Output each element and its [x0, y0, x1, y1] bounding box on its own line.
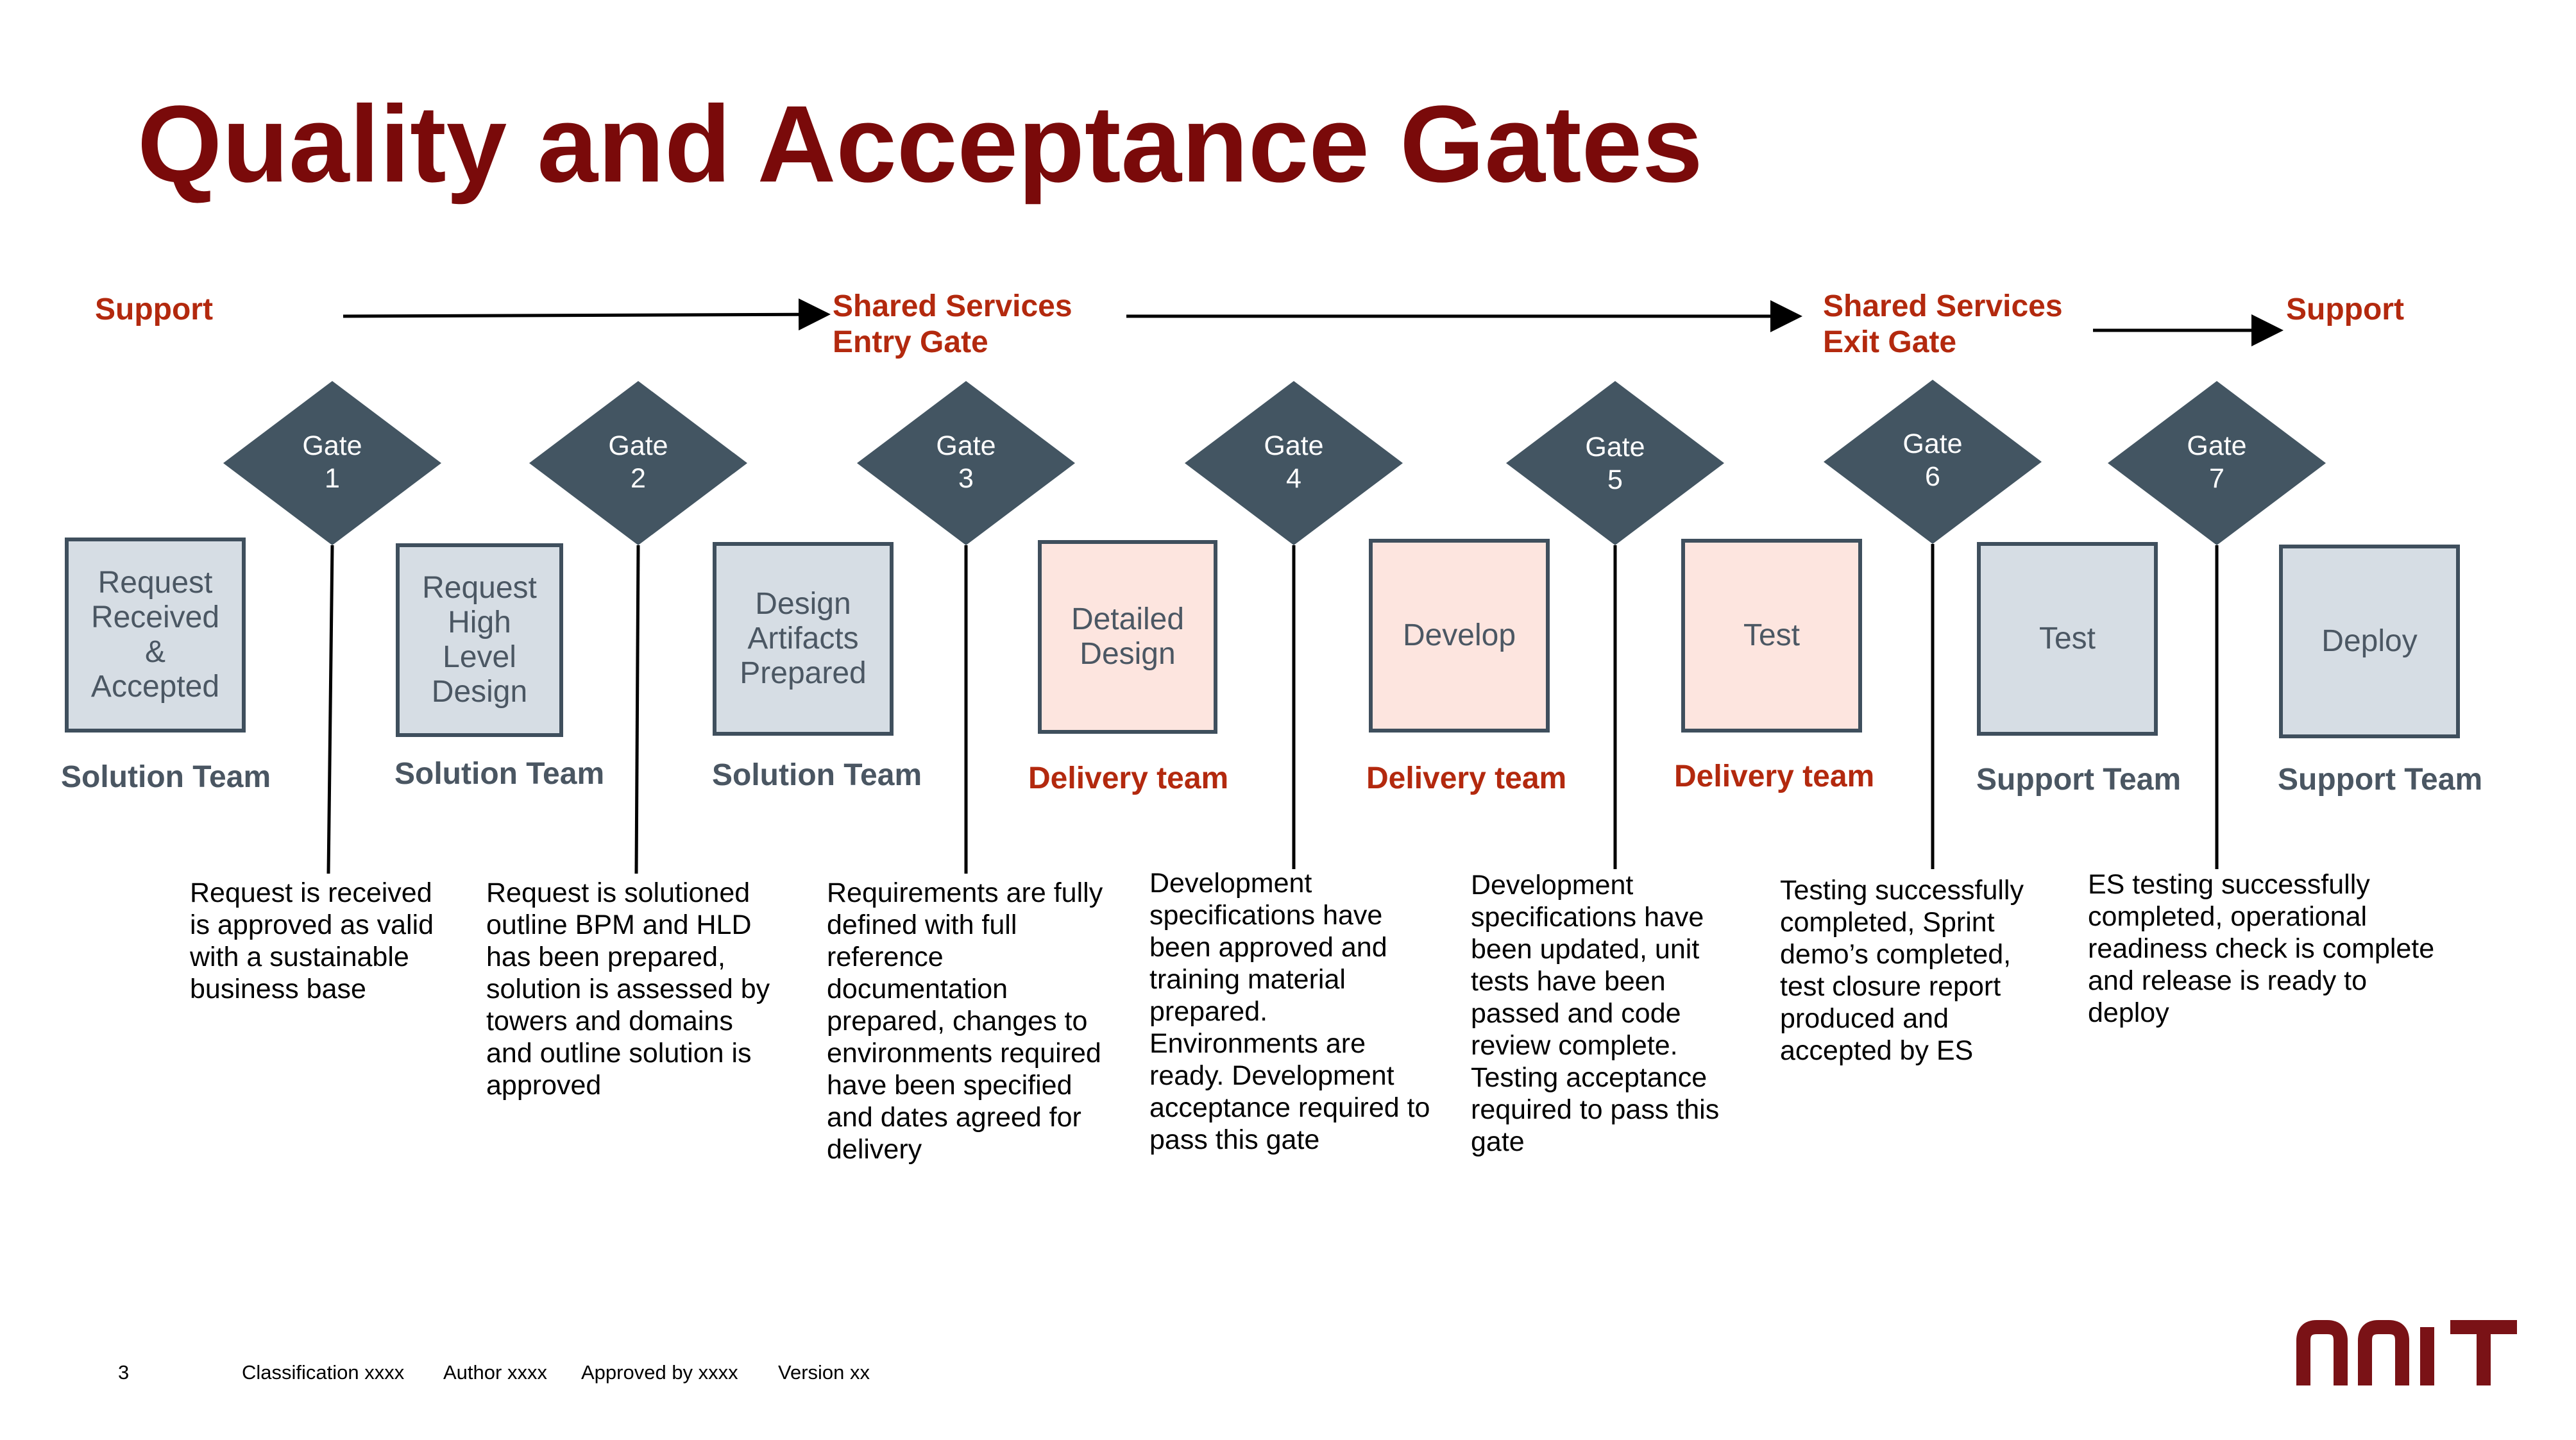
gate-7-label: Gate 7: [2187, 430, 2247, 494]
gate-2-label: Gate 2: [608, 430, 668, 494]
gate-5-diamond: [1506, 381, 1724, 545]
gate-6-description: Testing successfully completed, Sprint d…: [1780, 875, 2024, 1066]
page-number: 3: [118, 1361, 130, 1384]
flow-arrow-1: [343, 298, 831, 331]
phase-support-start: Support: [95, 292, 213, 326]
gate-3-diamond: [857, 381, 1075, 545]
gate-2-diamond: [529, 381, 747, 545]
gate-1-connector: [326, 545, 334, 874]
gate-1-description: Request is received is approved as valid…: [190, 877, 434, 1004]
team-label: Support Team: [1976, 763, 2182, 797]
team-label: Solution Team: [61, 760, 271, 794]
stage-develop: Develop: [1369, 539, 1550, 733]
footer-approved: Approved by xxxx: [581, 1361, 738, 1384]
team-label: Delivery team: [1028, 761, 1229, 795]
footer-version: Version xx: [778, 1361, 870, 1384]
footer-author: Author xxxx: [443, 1361, 547, 1384]
gate-1-diamond: [223, 381, 441, 545]
phase-shared-services-exit: Shared Services Exit Gate: [1823, 289, 2063, 359]
gate-6-diamond: [1824, 380, 2042, 544]
gate-5-description: Development specifications have been upd…: [1471, 870, 1720, 1157]
stage-request-received: Request Received & Accepted: [65, 538, 246, 733]
stage-request-hld: Request High Level Design: [396, 543, 563, 737]
gate-4-label: Gate 4: [1264, 430, 1324, 494]
stage-design-artifacts: Design Artifacts Prepared: [713, 542, 894, 736]
gate-5-label: Gate 5: [1585, 432, 1645, 495]
page-title: Quality and Acceptance Gates: [137, 83, 1703, 205]
phase-support-end: Support: [2286, 292, 2404, 326]
nnit-logo: [2296, 1320, 2517, 1385]
gate-4-description: Development specifications have been app…: [1149, 868, 1430, 1155]
team-label: Support Team: [2278, 763, 2483, 797]
stage-test-support: Test: [1977, 542, 2158, 736]
team-label: Solution Team: [394, 757, 605, 791]
gate-3-label: Gate 3: [936, 430, 996, 494]
gate-6-label: Gate 6: [1902, 428, 1963, 492]
gate-7-description: ES testing successfully completed, opera…: [2088, 869, 2435, 1028]
stage-detailed-design: Detailed Design: [1038, 540, 1217, 734]
gate-3-description: Requirements are fully defined with full…: [827, 877, 1103, 1165]
gate-2-description: Request is solutioned outline BPM and HL…: [486, 877, 770, 1101]
team-label: Delivery team: [1366, 761, 1567, 795]
phase-shared-services-entry: Shared Services Entry Gate: [833, 289, 1072, 359]
gate-1-label: Gate 1: [302, 430, 362, 494]
gate-2-connector: [634, 545, 640, 874]
stage-deploy: Deploy: [2279, 545, 2460, 738]
stage-test-delivery: Test: [1681, 539, 1862, 733]
team-label: Delivery team: [1674, 759, 1875, 793]
gate-4-diamond: [1185, 381, 1403, 545]
footer-classification: Classification xxxx: [242, 1361, 405, 1384]
gate-7-diamond: [2108, 381, 2326, 545]
team-label: Solution Team: [712, 758, 922, 792]
